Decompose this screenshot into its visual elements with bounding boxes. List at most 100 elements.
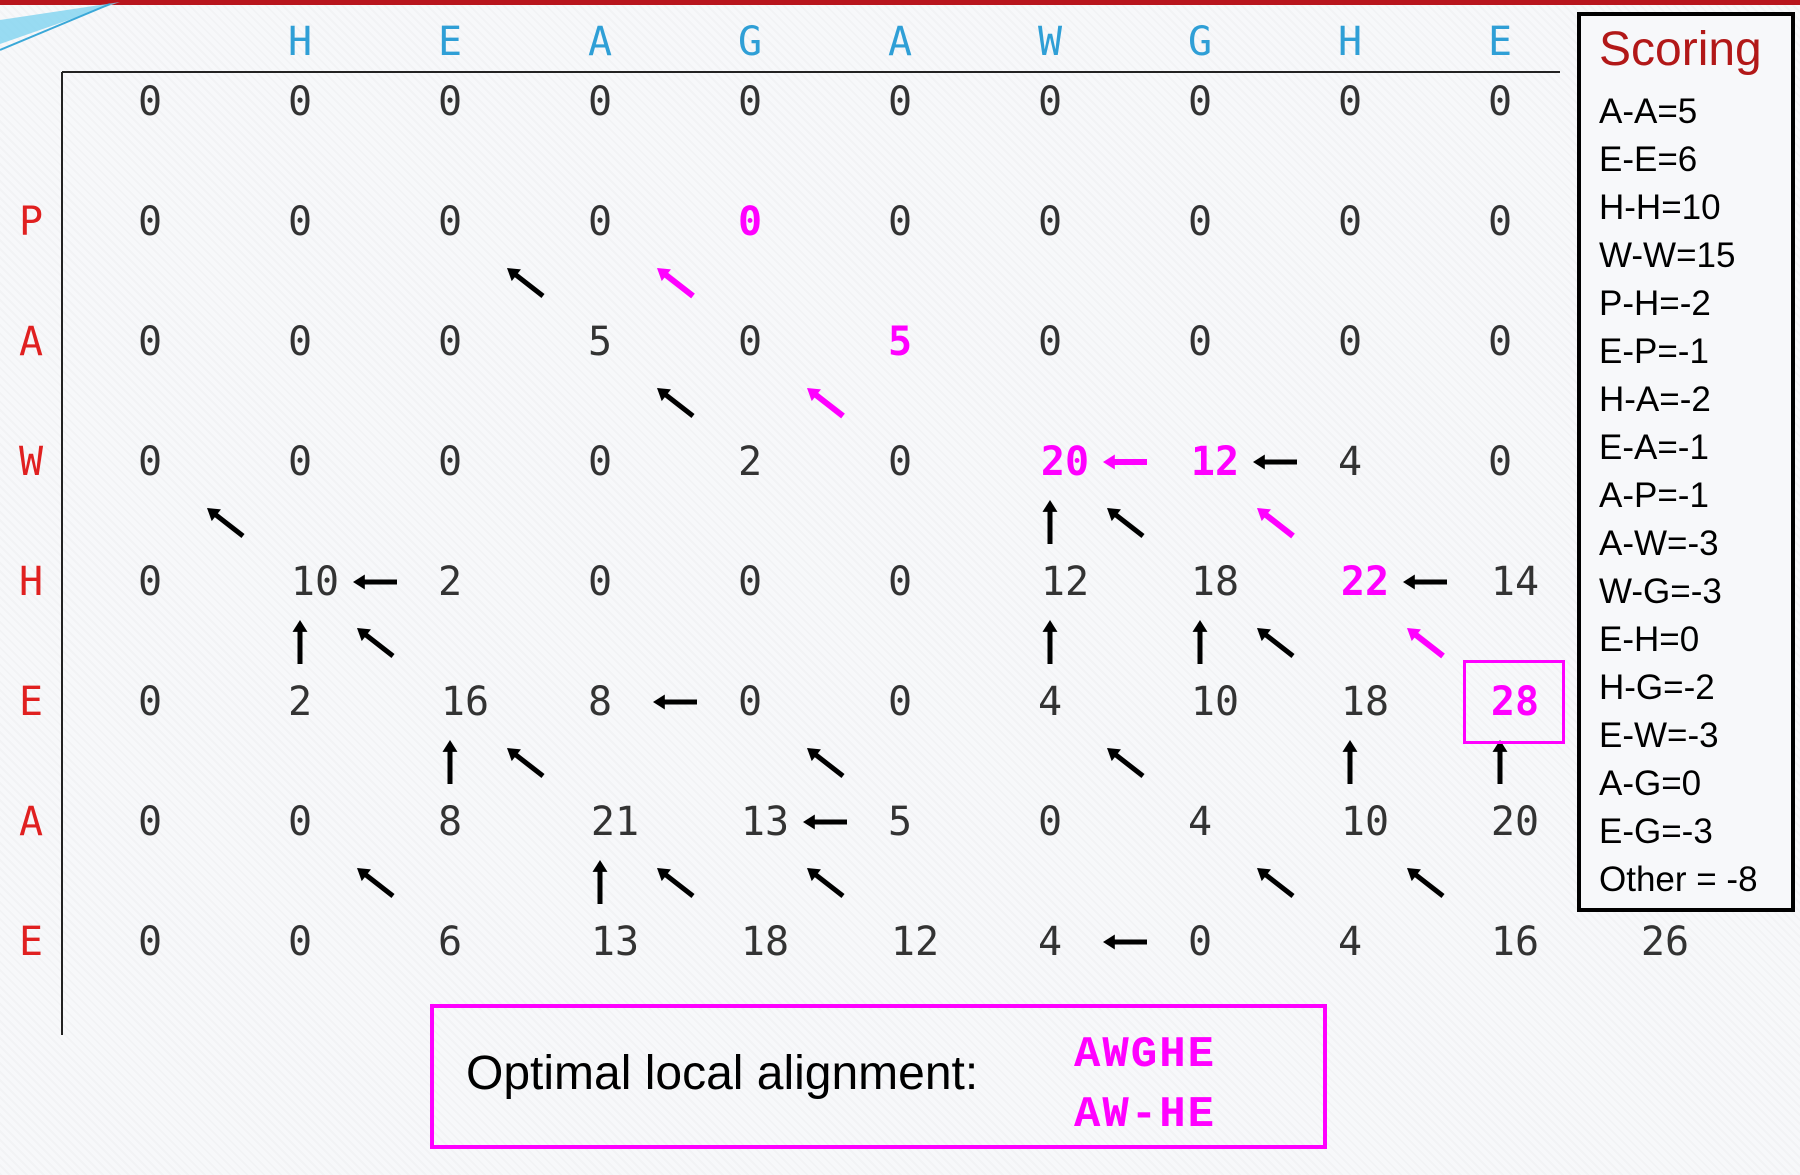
matrix-cell: 0 (137, 919, 163, 965)
column-header: W (1037, 19, 1063, 65)
matrix-cell: 4 (1037, 919, 1063, 965)
traceback-arrow (807, 748, 845, 778)
traceback-arrow (507, 268, 545, 298)
traceback-arrow (1042, 620, 1058, 664)
row-header: A (18, 319, 44, 365)
scoring-rule: P-H=-2 (1599, 284, 1711, 323)
traceback-arrow (292, 620, 308, 664)
matrix-cell: 0 (287, 319, 313, 365)
row-header: W (18, 439, 44, 485)
traceback-arrow (1042, 500, 1058, 544)
traceback-arrow (657, 388, 695, 418)
matrix-cell: 20 (1490, 799, 1540, 845)
matrix-cell: 0 (287, 799, 313, 845)
matrix-cell: 0 (1337, 319, 1363, 365)
row-header: A (18, 799, 44, 845)
matrix-cell: 0 (437, 199, 463, 245)
matrix-cell: 10 (290, 559, 340, 605)
traceback-arrow (653, 694, 697, 710)
matrix-cell: 0 (137, 79, 163, 125)
matrix-cell: 0 (137, 319, 163, 365)
best-score-highlight-box (1463, 660, 1565, 744)
matrix-cell: 5 (887, 799, 913, 845)
matrix-cell: 0 (587, 559, 613, 605)
alignment-result-box: Optimal local alignment: AWGHE AW-HE (430, 1004, 1327, 1149)
matrix-cell: 10 (1190, 679, 1240, 725)
scoring-rule: A-W=-3 (1599, 524, 1719, 563)
matrix-cell: 0 (1037, 79, 1063, 125)
matrix-cell: 12 (1040, 559, 1090, 605)
matrix-cell: 4 (1337, 439, 1363, 485)
traceback-arrow (1107, 508, 1145, 538)
matrix-cell: 8 (437, 799, 463, 845)
matrix-cell: 0 (137, 559, 163, 605)
matrix-cell: 0 (137, 439, 163, 485)
traceback-arrow (657, 868, 695, 898)
traceback-arrow (1257, 628, 1295, 658)
traceback-arrow (807, 868, 845, 898)
matrix-cell: 21 (590, 799, 640, 845)
matrix-cell: 18 (1340, 679, 1390, 725)
matrix-cell: 2 (287, 679, 313, 725)
column-header: E (1487, 19, 1513, 65)
matrix-cell: 0 (1187, 319, 1213, 365)
matrix-cell: 14 (1490, 559, 1540, 605)
traceback-arrow (1192, 620, 1208, 664)
matrix-cell: 0 (737, 559, 763, 605)
matrix-cell: 0 (1487, 439, 1513, 485)
matrix-cell: 4 (1037, 679, 1063, 725)
traceback-arrow (1403, 574, 1447, 590)
traceback-arrow (1103, 934, 1147, 950)
matrix-cell: 0 (887, 79, 913, 125)
matrix-cell: 2 (437, 559, 463, 605)
traceback-arrow (592, 860, 608, 904)
matrix-cell: 0 (587, 439, 613, 485)
scoring-rule: E-G=-3 (1599, 812, 1713, 851)
matrix-cell: 8 (587, 679, 613, 725)
matrix-cell: 0 (587, 199, 613, 245)
traceback-arrow (1107, 748, 1145, 778)
matrix-cell: 0 (887, 679, 913, 725)
column-header: A (587, 19, 613, 65)
matrix-cell: 0 (887, 559, 913, 605)
traceback-arrow (1257, 868, 1295, 898)
matrix-cell: 0 (437, 439, 463, 485)
traceback-arrow-highlighted (1407, 628, 1445, 659)
traceback-arrow (507, 748, 545, 778)
traceback-arrow-highlighted (1257, 508, 1295, 539)
row-header: P (18, 199, 44, 245)
matrix-cell: 18 (1190, 559, 1240, 605)
traceback-arrow (357, 868, 395, 898)
matrix-cell: 18 (740, 919, 790, 965)
matrix-cell: 0 (137, 199, 163, 245)
scoring-rule: E-P=-1 (1599, 332, 1709, 371)
scoring-rule: A-P=-1 (1599, 476, 1709, 515)
column-header: G (1187, 19, 1213, 65)
traceback-arrow (803, 814, 847, 830)
traceback-arrow-highlighted (657, 268, 695, 299)
traceback-arrow (1253, 454, 1297, 470)
scoring-rule: E-E=6 (1599, 140, 1698, 179)
matrix-cell: 0 (737, 79, 763, 125)
top-accent-bar (0, 0, 1800, 5)
traceback-arrow (442, 740, 458, 784)
matrix-cell: 0 (437, 319, 463, 365)
column-header: H (1337, 19, 1363, 65)
matrix-cell: 0 (1487, 199, 1513, 245)
matrix-cell: 0 (1187, 79, 1213, 125)
matrix-cell: 0 (1187, 199, 1213, 245)
scoring-rule: H-H=10 (1599, 188, 1721, 227)
column-header: E (437, 19, 463, 65)
scoring-rule: H-A=-2 (1599, 380, 1711, 419)
matrix-cell: 4 (1187, 799, 1213, 845)
matrix-cell: 12 (890, 919, 940, 965)
matrix-cell: 4 (1337, 919, 1363, 965)
matrix-cell: 0 (737, 679, 763, 725)
scoring-title: Scoring (1599, 23, 1762, 76)
matrix-cell: 10 (1340, 799, 1390, 845)
traceback-arrow (207, 508, 245, 538)
column-header: G (737, 19, 763, 65)
matrix-cell: 0 (137, 679, 163, 725)
matrix-cell: 13 (740, 799, 790, 845)
